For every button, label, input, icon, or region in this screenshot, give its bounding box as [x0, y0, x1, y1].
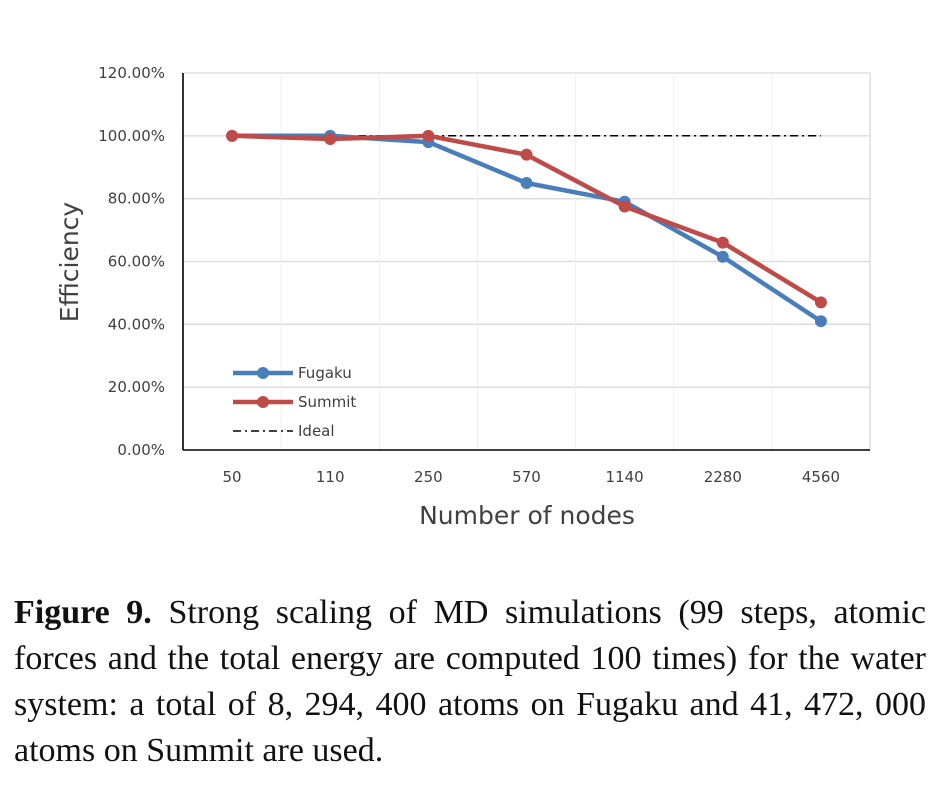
- summit-point: [520, 148, 533, 161]
- summit-point: [814, 296, 827, 309]
- summit-point: [716, 236, 729, 249]
- x-tick-label: 110: [316, 468, 345, 486]
- summit-point: [324, 132, 337, 145]
- x-tick-labels: 50 110 250 570 1140 2280 4560: [223, 468, 840, 486]
- legend-ideal-label: Ideal: [298, 422, 335, 440]
- x-tick-label: 50: [223, 468, 242, 486]
- summit-series-line: [232, 133, 823, 305]
- summit-point: [226, 129, 239, 142]
- summit-point: [618, 200, 631, 213]
- caption-label: Figure 9.: [14, 594, 152, 631]
- figure-caption: Figure 9. Strong scaling of MD simulatio…: [14, 590, 926, 774]
- axes: [182, 73, 870, 451]
- x-axis-title: Number of nodes: [419, 501, 635, 530]
- series-lines: [226, 129, 827, 328]
- y-tick-label: 120.00%: [98, 64, 165, 82]
- y-tick-label: 100.00%: [98, 127, 165, 145]
- y-tick-label: 0.00%: [117, 441, 165, 459]
- x-tick-label: 570: [512, 468, 541, 486]
- legend: Fugaku Summit Ideal: [233, 364, 356, 440]
- gridlines: [183, 72, 871, 450]
- fugaku-point: [520, 176, 533, 189]
- legend-fugaku-label: Fugaku: [298, 364, 352, 382]
- fugaku-point: [814, 315, 827, 328]
- legend-summit-marker: [257, 396, 269, 408]
- y-axis-title: Efficiency: [55, 202, 84, 323]
- fugaku-series-line: [232, 133, 823, 324]
- y-tick-labels: 0.00% 20.00% 40.00% 60.00% 80.00% 100.00% 120.…: [98, 64, 165, 459]
- caption-text: Strong scaling of MD simulations (99 ste…: [14, 594, 926, 769]
- y-tick-label: 80.00%: [108, 190, 165, 208]
- fugaku-point: [716, 250, 729, 263]
- summit-point: [422, 129, 435, 142]
- legend-fugaku-marker: [257, 367, 269, 379]
- y-tick-label: 60.00%: [108, 253, 165, 271]
- x-tick-label: 4560: [802, 468, 840, 486]
- y-tick-label: 40.00%: [108, 315, 165, 333]
- x-tick-label: 250: [414, 468, 443, 486]
- y-tick-label: 20.00%: [108, 378, 165, 396]
- x-tick-label: 1140: [606, 468, 644, 486]
- legend-summit-label: Summit: [298, 393, 356, 411]
- x-tick-label: 2280: [704, 468, 742, 486]
- line-chart: 0.00% 20.00% 40.00% 60.00% 80.00% 100.00% 120.…: [55, 64, 871, 530]
